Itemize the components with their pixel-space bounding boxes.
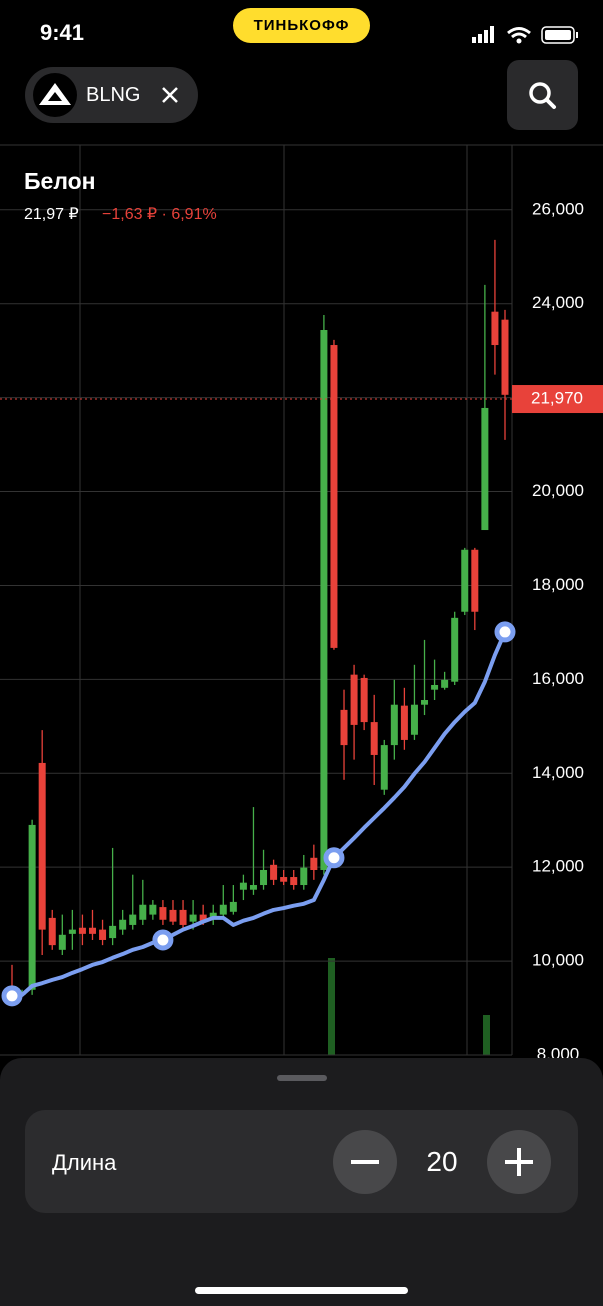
y-tick-label: 8,000 (537, 1044, 580, 1060)
y-tick-label: 18,000 (532, 575, 584, 594)
home-indicator (195, 1287, 408, 1294)
setting-label: Длина (52, 1150, 117, 1175)
candle-body (290, 877, 298, 886)
candle-body (270, 864, 278, 880)
current-price-label: 21,970 (531, 389, 583, 408)
candle-body (139, 904, 147, 920)
candle-body (330, 345, 338, 648)
sheet-handle[interactable] (277, 1075, 327, 1081)
volume-bar (483, 1015, 490, 1055)
candle-body (159, 907, 167, 920)
candle-body (189, 914, 197, 922)
candle-body (340, 709, 348, 746)
candle-body (400, 705, 408, 740)
candle-body (370, 722, 378, 755)
candle-body (28, 824, 36, 990)
candle-body (149, 904, 157, 915)
chart: 8,000 10,000 12,000 14,000 16,000 18,000 20,00… (0, 144, 603, 1060)
candle-body (119, 919, 127, 930)
candle-body (310, 857, 318, 870)
price-change: −1,63 ₽ · 6,91% (102, 206, 217, 223)
candle-body (461, 549, 469, 612)
candle-body (491, 311, 499, 346)
search-icon (529, 82, 556, 109)
y-tick-label: 16,000 (532, 669, 584, 688)
candle-body (249, 885, 257, 890)
candle-body (441, 679, 449, 688)
ma-point (323, 847, 345, 869)
y-tick-label: 26,000 (532, 199, 584, 218)
price: 21,97 ₽ (24, 206, 79, 223)
candle-body (209, 912, 217, 918)
ma-point (494, 621, 516, 643)
search-button[interactable] (507, 60, 578, 130)
candle-body (169, 909, 177, 922)
candle-body (410, 704, 418, 735)
candle-body (88, 927, 96, 934)
candle-body (390, 704, 398, 746)
candle-body (320, 330, 328, 870)
candle-body (360, 677, 368, 723)
ma-point (1, 985, 23, 1007)
current-price-tag (512, 385, 603, 414)
candle-body (38, 762, 46, 930)
setting-row (25, 1110, 578, 1213)
candle-body (501, 319, 509, 395)
brand-badge: ТИНЬКОФФ (233, 8, 370, 43)
candle-body (300, 867, 308, 886)
candle-body (421, 700, 429, 705)
candle-body (179, 909, 187, 925)
candle-body (199, 914, 207, 922)
candle-body (78, 927, 86, 934)
ma-point (152, 929, 174, 951)
candle-body (471, 549, 479, 612)
candle-body (68, 929, 76, 934)
candle-body (451, 617, 459, 682)
candle-body (431, 684, 439, 690)
candle-body (109, 925, 117, 939)
decrease-button[interactable] (333, 1130, 397, 1194)
candle-body (350, 674, 358, 725)
minus-icon (351, 1160, 379, 1164)
candle-body (229, 901, 237, 912)
moving-average (11, 631, 507, 998)
setting-value: 20 (426, 1146, 458, 1177)
increase-button[interactable] (487, 1130, 551, 1194)
y-tick-label: 12,000 (532, 857, 584, 876)
status-icons (472, 26, 578, 44)
candle-body (48, 917, 56, 946)
candle-body (129, 914, 137, 925)
plus-icon (505, 1148, 533, 1176)
ticker-logo (33, 73, 77, 117)
candle-body (99, 929, 107, 940)
candle-body (260, 869, 268, 886)
y-tick-label: 10,000 (532, 951, 584, 970)
candle-body (481, 407, 489, 531)
y-tick-label: 20,000 (532, 481, 584, 500)
candle-body (280, 877, 288, 882)
clock: 9:41 (40, 20, 85, 45)
chart-title: Белон (24, 168, 96, 194)
candle-body (219, 904, 227, 915)
ticker: BLNG (86, 84, 141, 106)
close-icon[interactable] (160, 85, 180, 105)
volume-bar (328, 958, 335, 1055)
candle-body (239, 882, 247, 890)
y-tick-label: 24,000 (532, 293, 584, 312)
candle-body (380, 745, 388, 790)
candle-body (58, 934, 66, 950)
y-tick-label: 14,000 (532, 763, 584, 782)
